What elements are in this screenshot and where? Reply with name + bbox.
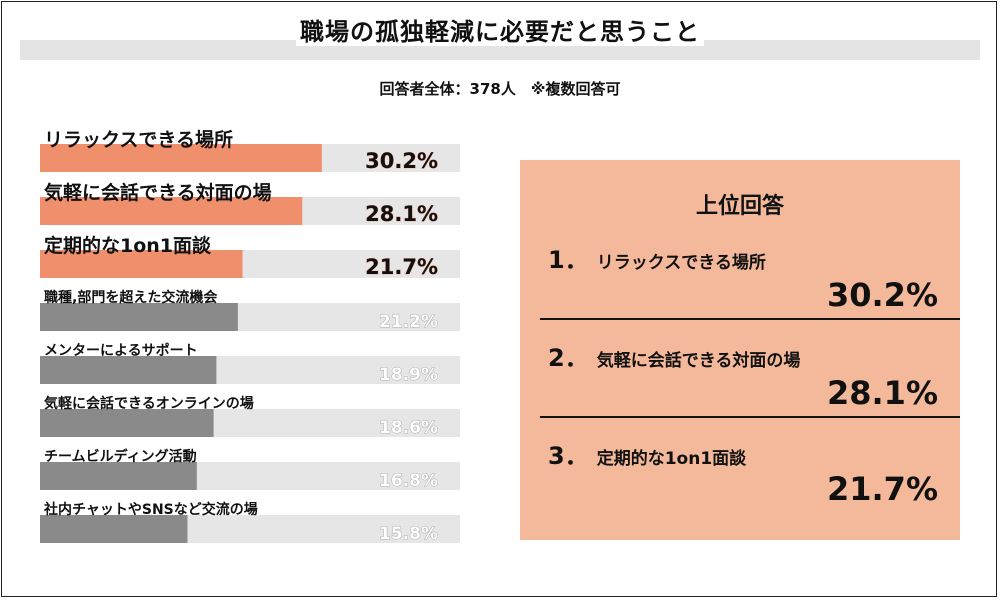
bar-label-2: 気軽に会話できる対面の場	[44, 181, 272, 204]
rank-value-1: 30.2%	[826, 276, 938, 314]
bar-value-label-8: 15.8%	[379, 524, 438, 544]
bar-label-5: メンターによるサポート	[44, 342, 198, 359]
bar-label-7: チームビルディング活動	[44, 448, 197, 465]
bar-value-label-3: 21.7%	[365, 255, 438, 279]
chart-title: 職場の孤独軽減に必要だと思うこと	[0, 14, 1000, 50]
rank-label-2: 気軽に会話できる対面の場	[596, 351, 801, 371]
bar-1	[40, 144, 322, 172]
rank-divider-1	[540, 318, 960, 320]
rank-item-1: 1． リラックスできる場所	[548, 240, 940, 275]
rank-number-2: 2．	[548, 344, 589, 372]
rank-number-1: 1．	[548, 246, 589, 274]
bar-value-label-6: 18.6%	[379, 418, 438, 438]
rank-label-1: リラックスできる場所	[596, 253, 766, 273]
bar-label-3: 定期的な1on1面談	[44, 234, 212, 257]
bar-2	[40, 197, 303, 225]
panel-title: 上位回答	[695, 194, 784, 219]
rank-number-3: 3．	[548, 442, 589, 470]
rank-divider-2	[540, 416, 960, 418]
bar-value-label-7: 16.8%	[379, 471, 438, 491]
bar-8	[40, 515, 188, 543]
bar-5	[40, 356, 217, 384]
bar-label-1: リラックスできる場所	[44, 129, 233, 151]
bar-value-label-4: 21.2%	[379, 312, 438, 332]
bar-value-label-2: 28.1%	[365, 202, 438, 226]
rank-value-2: 28.1%	[826, 374, 938, 412]
bar-label-4: 職種,部門を超えた交流機会	[44, 289, 218, 306]
bar-3	[40, 250, 243, 278]
bar-value-label-1: 30.2%	[365, 149, 438, 173]
rank-item-2: 2． 気軽に会話できる対面の場	[548, 338, 940, 373]
bar-label-8: 社内チャットやSNSなど交流の場	[43, 501, 258, 518]
bar-value-label-5: 18.9%	[379, 365, 438, 385]
bar-chart: リラックスできる場所 30.2% 気軽に会話できる対面の場 28.1% 定期的な1on1…	[40, 129, 460, 544]
bar-6	[40, 409, 214, 437]
rank-label-3: 定期的な1on1面談	[596, 449, 747, 469]
bar-7	[40, 462, 197, 490]
rank-item-3: 3． 定期的な1on1面談	[548, 436, 940, 471]
rank-value-3: 21.7%	[826, 470, 938, 508]
title-bar	[20, 40, 980, 60]
bar-label-6: 気軽に会話できるオンラインの場	[44, 395, 254, 412]
chart-subtitle: 回答者全体：378人 ※複数回答可	[379, 80, 621, 98]
bar-4	[40, 303, 238, 331]
top-answers-panel: 上位回答 1． リラックスできる場所 30.2% 2． 気軽に会話できる対面の場 2…	[520, 160, 960, 540]
